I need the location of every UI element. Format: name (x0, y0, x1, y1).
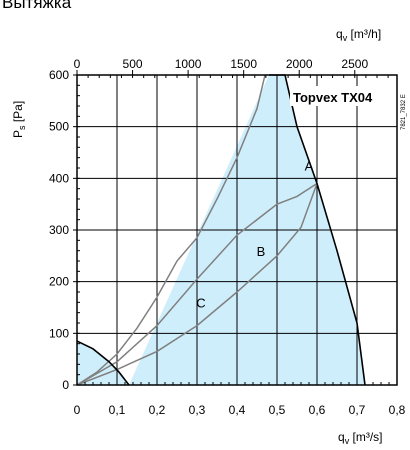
x-tick-label: 0,5 (269, 403, 286, 417)
x-tick-label: 0,6 (309, 403, 326, 417)
x2-axis-ticklabels: 0 500 1000 1500 2000 2500 (74, 57, 368, 75)
y-axis-ticklabels: 0 100 200 300 400 500 600 (49, 68, 77, 392)
x2-axis-label: qv [m³/h] (336, 27, 381, 43)
x-axis-label: qv [m³/s] (338, 430, 383, 446)
y-tick-label: 200 (49, 275, 69, 289)
system-curve-b (76, 182, 318, 386)
axis-ticks (76, 74, 398, 386)
y-axis-label-unit: [Pa] (11, 101, 25, 126)
x2-tick-label: 1000 (175, 57, 202, 71)
y-axis-label-subscript: s (17, 125, 27, 130)
ref-code: 7821_7832 E (401, 94, 407, 130)
x2-tick-label: 1500 (230, 57, 257, 71)
y-tick-label: 0 (62, 378, 69, 392)
x2-tick-label: 2000 (286, 57, 313, 71)
curve-label-c: C (196, 296, 205, 311)
y-tick-label: 100 (49, 326, 69, 340)
x2-axis-label-unit: [m³/h] (347, 27, 381, 41)
y-axis-label-symbol: P (11, 130, 25, 138)
curve-labels: A B C (196, 159, 313, 311)
fan-min-boundary-curve (76, 340, 130, 386)
x-tick-label: 0,4 (229, 403, 246, 417)
x2-tick-label: 0 (74, 57, 81, 71)
model-label-bg (290, 86, 394, 106)
y-axis-label: Ps [Pa] (11, 101, 27, 138)
x-tick-label: 0,2 (149, 403, 166, 417)
x-tick-label: 0,3 (189, 403, 206, 417)
y-tick-label: 300 (49, 223, 69, 237)
y-tick-label: 500 (49, 120, 69, 134)
x2-axis-label-subscript: v (343, 33, 348, 43)
page-title: Вытяжка (2, 0, 72, 12)
x-axis-label-symbol: q (338, 430, 345, 444)
system-curves (76, 74, 318, 386)
y-tick-label: 600 (49, 68, 69, 82)
curve-label-a: A (305, 159, 314, 174)
plot-area (76, 74, 398, 386)
x-axis-label-subscript: v (345, 436, 350, 446)
model-label: Topvex TX04 (293, 90, 373, 105)
x-tick-label: 0,1 (109, 403, 126, 417)
x-tick-label: 0,7 (349, 403, 366, 417)
x2-axis-label-symbol: q (336, 27, 343, 41)
x-axis-ticklabels: 0 0,1 0,2 0,3 0,4 0,5 0,6 0,7 0,8 (74, 403, 406, 417)
x-tick-label: 0 (74, 403, 81, 417)
y-tick-label: 400 (49, 171, 69, 185)
x-tick-label: 0,8 (389, 403, 406, 417)
x2-tick-label: 500 (123, 57, 143, 71)
x2-tick-label: 2500 (341, 57, 368, 71)
system-curve-a (76, 74, 266, 386)
x-axis-label-unit: [m³/s] (349, 430, 382, 444)
system-curve-c (76, 183, 318, 386)
curve-label-b: B (257, 244, 266, 259)
